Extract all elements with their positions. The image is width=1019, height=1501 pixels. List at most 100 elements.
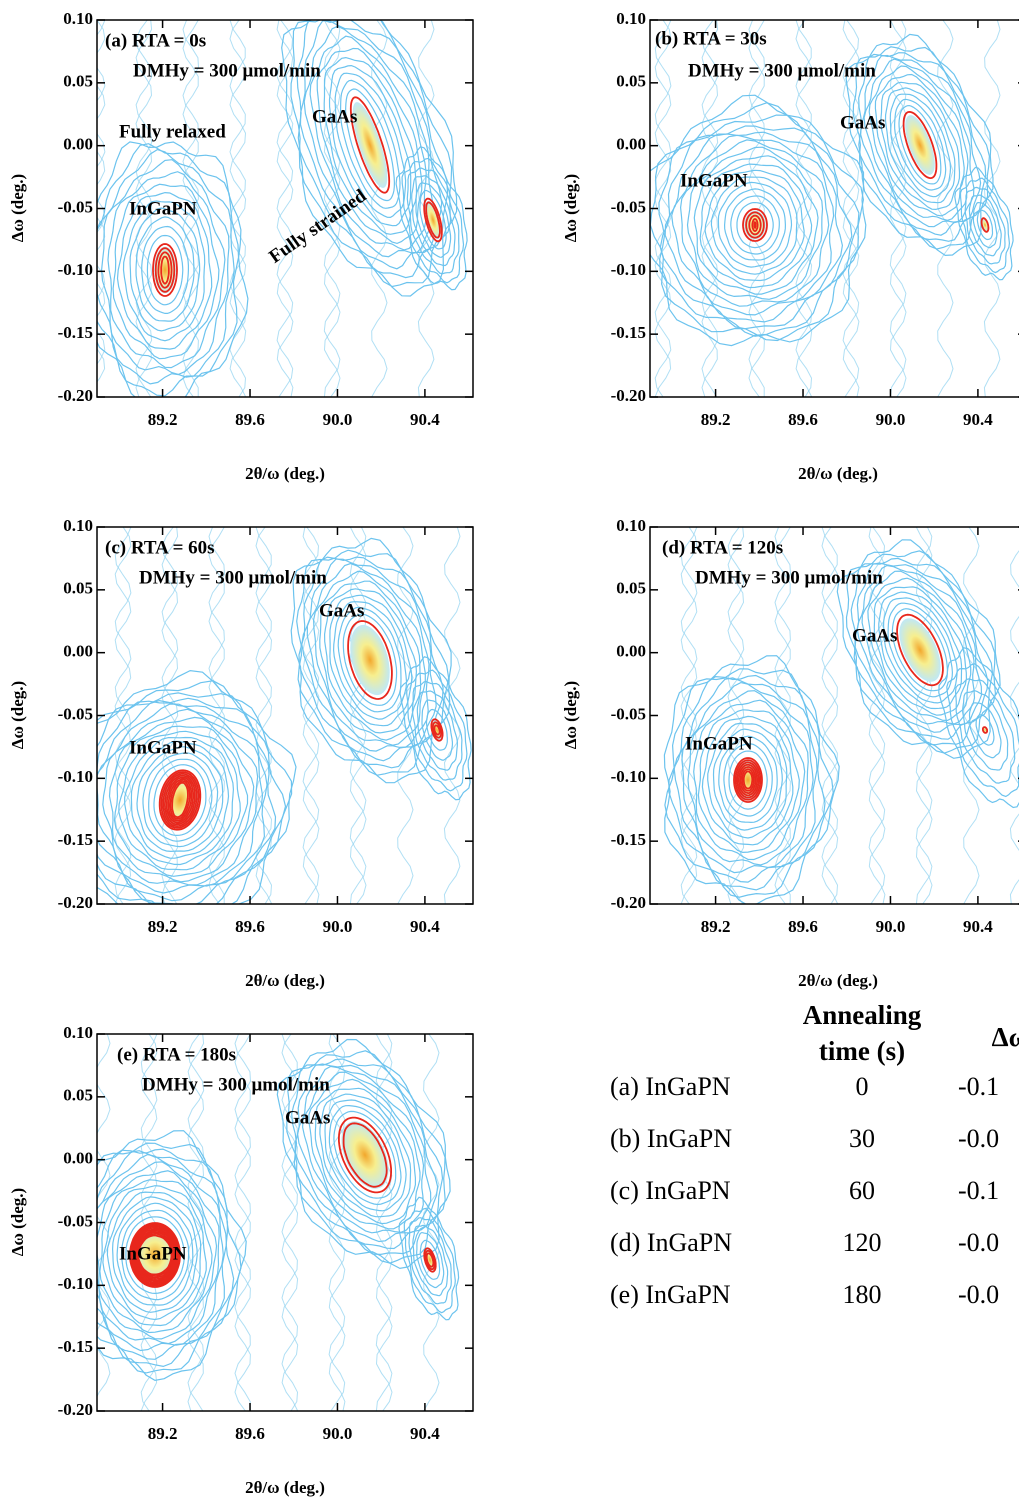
x-tick-label: 89.2 xyxy=(148,917,178,936)
y-tick-label: -0.20 xyxy=(611,893,646,912)
contour-line xyxy=(97,692,287,904)
contour-line xyxy=(102,708,259,886)
x-tick-label: 90.0 xyxy=(323,1424,353,1443)
panel-subtitle: DMHy = 300 μmol/min xyxy=(133,60,321,81)
contour-line xyxy=(954,166,1014,281)
table-cell: (b) InGaPN xyxy=(610,1124,732,1153)
contour-line xyxy=(342,613,398,706)
y-tick-label: 0.00 xyxy=(63,1149,93,1168)
contour-line xyxy=(97,1150,228,1360)
table-cell: -0.1 xyxy=(958,1072,999,1101)
contour-line xyxy=(704,169,805,282)
contour-line xyxy=(296,20,449,279)
background-contour xyxy=(276,20,294,397)
contour-line xyxy=(419,189,447,250)
panel-title: (d) RTA = 120s xyxy=(662,537,783,558)
background-contour xyxy=(868,527,886,904)
contour-line-high xyxy=(982,726,988,734)
contour-line xyxy=(142,752,219,848)
y-tick-label: -0.15 xyxy=(58,1337,93,1356)
contour-line xyxy=(324,1099,407,1212)
contour-line-high xyxy=(425,1252,435,1268)
x-tick-label: 89.6 xyxy=(235,1424,265,1443)
contour-line-high xyxy=(745,211,765,239)
contour-line xyxy=(97,141,249,397)
background-contour xyxy=(821,527,839,904)
background-contour xyxy=(680,527,698,904)
contour-line-high xyxy=(160,771,200,829)
contour-line xyxy=(723,743,773,817)
x-axis-label: 2θ/ω (deg.) xyxy=(798,971,878,990)
background-contour xyxy=(182,20,199,397)
contour-line xyxy=(113,725,249,877)
y-tick-label: -0.10 xyxy=(58,260,93,279)
contour-line xyxy=(296,1065,432,1243)
contour-line xyxy=(108,716,255,883)
background-contour xyxy=(140,1034,158,1411)
table-cell: (a) InGaPN xyxy=(610,1072,731,1101)
contour-line xyxy=(898,104,942,185)
contour-line xyxy=(878,591,963,710)
contour-line xyxy=(99,1179,213,1334)
background-contour xyxy=(255,527,273,904)
peak-core xyxy=(905,115,935,175)
contour-line xyxy=(856,564,983,733)
contour-line xyxy=(294,1063,439,1250)
contour-line xyxy=(290,20,453,288)
peak-core xyxy=(350,624,390,696)
background-contour xyxy=(114,527,132,904)
contour-line-high xyxy=(132,1226,178,1284)
background-contour xyxy=(328,1034,346,1411)
contour-line-high xyxy=(133,1228,177,1282)
contour-line-high xyxy=(131,1225,179,1285)
annotation: Fully relaxed xyxy=(119,121,226,142)
y-axis-label: Δω (deg.) xyxy=(8,174,27,242)
x-tick-label: 89.6 xyxy=(235,917,265,936)
contour-line xyxy=(416,1232,445,1289)
contour-line xyxy=(854,562,989,740)
x-tick-label: 90.0 xyxy=(876,410,906,429)
annotation: GaAs xyxy=(852,625,897,646)
contour-line xyxy=(736,202,774,249)
contour-line xyxy=(395,146,468,291)
contour-line xyxy=(141,225,189,314)
peak-core xyxy=(425,200,441,240)
contour-line-high xyxy=(742,770,754,790)
table-cell: 180 xyxy=(843,1280,882,1309)
background-contour xyxy=(1009,550,1019,904)
contour-line xyxy=(723,188,787,261)
table-header: time (s) xyxy=(819,1036,905,1066)
background-contour xyxy=(114,527,132,904)
y-tick-label: -0.15 xyxy=(611,830,646,849)
contour-line xyxy=(664,668,834,898)
background-contour xyxy=(208,527,225,904)
contour-line xyxy=(124,736,235,866)
contour-line xyxy=(125,1216,186,1295)
table-cell: (c) InGaPN xyxy=(610,1176,731,1205)
contour-line xyxy=(97,1148,235,1368)
background-contour xyxy=(371,20,388,397)
background-contour xyxy=(281,1034,299,1411)
contour-line xyxy=(693,155,819,295)
y-tick-label: -0.05 xyxy=(58,704,93,723)
contour-line xyxy=(276,1038,451,1270)
contour-line xyxy=(97,697,277,904)
contour-line xyxy=(97,143,240,397)
background-contour xyxy=(234,1034,251,1411)
contour-line xyxy=(858,52,987,242)
contour-line-high xyxy=(733,757,763,803)
contour-line xyxy=(867,577,972,722)
contour-map xyxy=(97,20,468,397)
contour-line xyxy=(882,597,958,704)
y-tick-label: -0.15 xyxy=(611,323,646,342)
contour-line xyxy=(650,94,867,347)
table-cell: (d) InGaPN xyxy=(610,1228,732,1257)
panel-title: (e) RTA = 180s xyxy=(117,1044,236,1065)
contour-line-high xyxy=(739,766,757,794)
y-tick-label: 0.00 xyxy=(63,642,93,661)
contour-line-high xyxy=(338,1116,392,1194)
contour-line xyxy=(314,1087,416,1225)
contour-line xyxy=(411,680,463,781)
contour-line-high xyxy=(162,772,198,828)
background-contour xyxy=(276,20,294,397)
